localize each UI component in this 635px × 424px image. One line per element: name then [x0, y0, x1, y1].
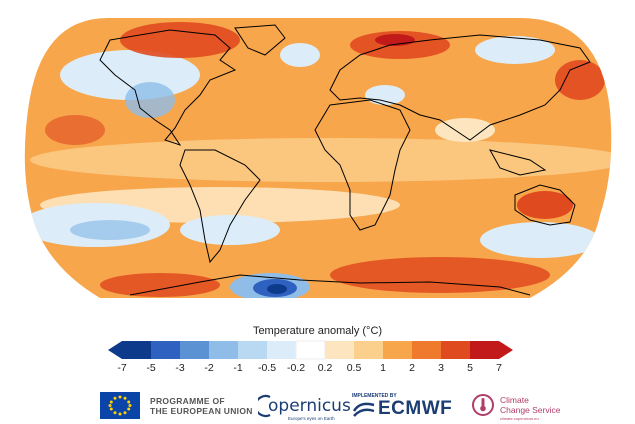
- anomaly-mediterranean-cool: [365, 85, 405, 105]
- colorbar-segment: [383, 341, 412, 359]
- colorbar-tick-label: 2: [409, 362, 415, 374]
- colorbar-segment: [470, 341, 513, 359]
- climate-service-icon: [472, 394, 494, 416]
- anomaly-us-cool: [125, 82, 175, 118]
- colorbar-tick-label: -2: [204, 362, 214, 374]
- coast-africa: [314, 99, 411, 231]
- colorbar-tick-label: -1: [233, 362, 243, 374]
- anomaly-east-pacific-hot: [45, 115, 105, 145]
- copernicus-c-icon: [258, 394, 271, 418]
- colorbar-tick-label: -0.5: [257, 362, 277, 374]
- anomaly-antarctic-coldest: [267, 284, 287, 294]
- anomaly-north-atlantic-cool: [280, 43, 320, 67]
- copernicus-tagline: Europe's eyes on Earth: [288, 416, 335, 421]
- colorbar-tick-label: -5: [146, 362, 156, 374]
- colorbar-tick-label: 0.2: [317, 362, 333, 374]
- ccs-line-1: Climate: [500, 395, 529, 405]
- colorbar-tick-label: -0.2: [286, 362, 306, 374]
- eu-flag-icon: [100, 392, 140, 419]
- ecmwf-implemented-by: IMPLEMENTED BY: [352, 393, 397, 399]
- coast-south-america: [179, 149, 261, 264]
- anomaly-field: [24, 18, 612, 298]
- colorbar-tick-label: -3: [175, 362, 185, 374]
- colorbar-segment: [108, 341, 151, 359]
- ecmwf-swirl-icon: [352, 402, 375, 417]
- coast-greenland: [234, 24, 286, 56]
- ccs-line-2: Change Service: [500, 405, 561, 415]
- anomaly-siberia-cool: [475, 36, 555, 64]
- colorbar-tick-label: -7: [117, 362, 127, 374]
- anomaly-canada-hot: [120, 22, 240, 58]
- anomaly-equatorial-band: [30, 138, 612, 182]
- colorbar-segment: [295, 340, 326, 360]
- coast-north-america: [99, 29, 237, 146]
- temperature-anomaly-map: [24, 18, 612, 298]
- eu-programme-text: PROGRAMME OF THE EUROPEAN UNION: [150, 396, 253, 416]
- colorbar-segment: [325, 341, 354, 359]
- anomaly-antarctic-hot: [330, 257, 550, 293]
- anomaly-east-asia-hot: [555, 60, 605, 100]
- ccs-tagline: climate.copernicus.eu: [500, 416, 539, 421]
- colorbar-segment: [412, 341, 441, 359]
- coastlines: [99, 24, 591, 296]
- colorbar-segment: [267, 341, 296, 359]
- anomaly-australia-hot: [517, 191, 573, 219]
- eu-line-2: THE EUROPEAN UNION: [150, 406, 253, 416]
- colorbar-segment: [238, 341, 267, 359]
- colorbar-tick-label: 5: [467, 362, 473, 374]
- legend-title: Temperature anomaly (°C): [252, 325, 383, 337]
- coast-europe-asia: [329, 34, 591, 141]
- copernicus-logo-text: opernicus: [268, 396, 351, 416]
- colorbar-tick-label: 3: [438, 362, 444, 374]
- colorbar-tick-label: 1: [380, 362, 386, 374]
- eu-line-1: PROGRAMME OF: [150, 396, 225, 406]
- climate-service-text: Climate Change Service: [500, 395, 560, 415]
- coast-indonesia: [489, 149, 547, 176]
- eu-stars-icon: [108, 395, 132, 416]
- anomaly-southern-ocean-cool: [480, 222, 600, 258]
- colorbar-segment: [151, 341, 180, 359]
- colorbar-segment: [180, 341, 209, 359]
- anomaly-argentina-cool: [180, 215, 280, 245]
- coast-australia: [514, 184, 576, 226]
- colorbar-segment: [209, 341, 238, 359]
- anomaly-india-cool: [435, 118, 495, 142]
- colorbar-segment: [441, 341, 470, 359]
- colorbar: [108, 340, 513, 360]
- ecmwf-logo-text: ECMWF: [378, 398, 453, 419]
- anomaly-west-antarctic-hot: [100, 273, 220, 297]
- colorbar-tick-label: 0.5: [346, 362, 362, 374]
- colorbar-segment: [354, 341, 383, 359]
- anomaly-south-pacific-cooler: [70, 220, 150, 240]
- coast-antarctica: [129, 274, 531, 296]
- colorbar-tick-label: 7: [496, 362, 502, 374]
